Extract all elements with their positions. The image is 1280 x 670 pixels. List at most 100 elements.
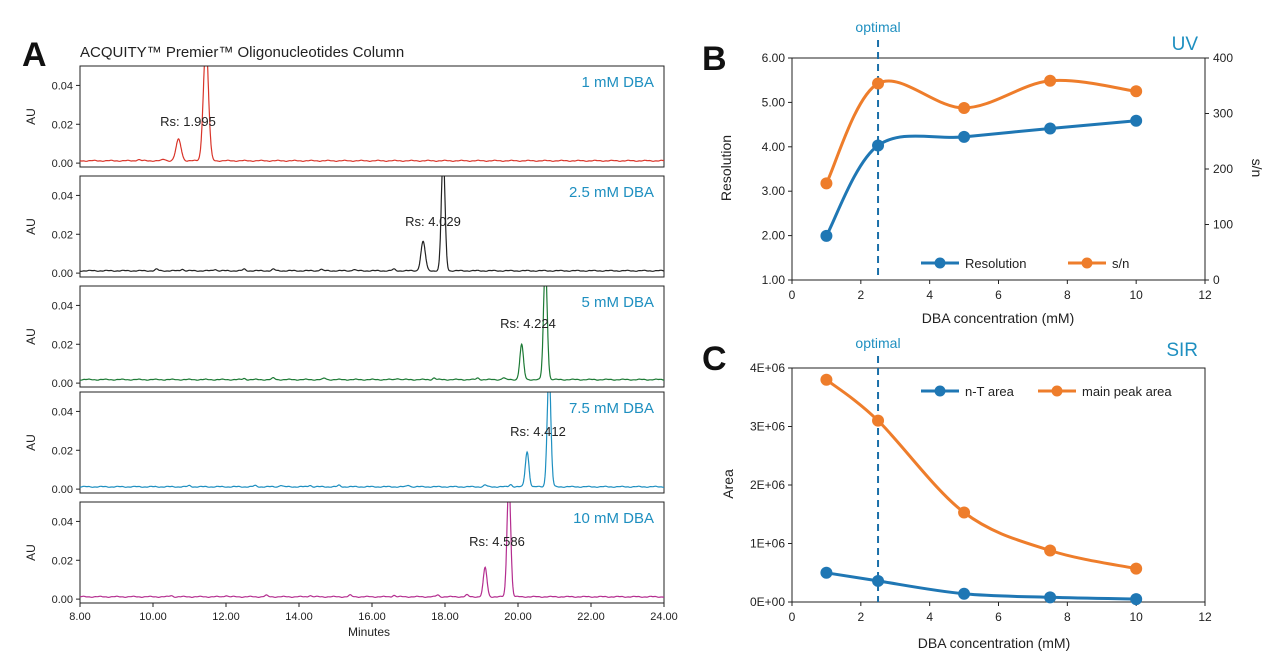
- y-tick-label: 0.04: [52, 80, 73, 92]
- legend-label: main peak area: [1082, 384, 1172, 399]
- x-tick-label: 10: [1129, 610, 1143, 624]
- data-point: [1130, 593, 1143, 606]
- trace-condition-label: 2.5 mM DBA: [569, 184, 654, 201]
- series-line: [825, 78, 1137, 185]
- x-tick-label: 18.00: [431, 611, 459, 623]
- resolution-annotation: Rs: 4.029: [405, 214, 461, 229]
- panel-label-b: B: [702, 40, 727, 78]
- x-tick-label: 8: [1064, 288, 1071, 302]
- y-tick-label: 5.00: [762, 95, 786, 109]
- y-tick-label: 6.00: [762, 51, 786, 65]
- chromatogram-trace: [80, 176, 664, 272]
- y-tick-label: 0.02: [52, 339, 73, 351]
- data-point: [1044, 122, 1057, 135]
- x-tick-label: 0: [789, 610, 796, 624]
- chromatogram-5: 0.00 0.02 0.04 AU 10 mM DBA Rs: 4.586: [24, 501, 665, 606]
- plot-frame: [791, 367, 1206, 603]
- y2-tick-label: 300: [1213, 107, 1233, 121]
- data-point: [1130, 114, 1143, 127]
- chromatogram-3: 0.00 0.02 0.04 AU 5 mM DBA Rs: 4.224: [24, 285, 665, 390]
- legend-label: n-T area: [965, 384, 1015, 399]
- resolution-annotation: Rs: 4.586: [469, 534, 525, 549]
- chromatogram-trace: [80, 66, 664, 163]
- trace-frame: [79, 285, 665, 388]
- x-tick-label: 14.00: [285, 611, 313, 623]
- au-y-label: AU: [24, 544, 38, 561]
- trace-frame: [79, 65, 665, 168]
- x-tick-label: 20.00: [504, 611, 532, 623]
- data-point: [1044, 544, 1057, 557]
- optimal-annotation-b: optimal: [855, 19, 900, 35]
- area-y-label: Area: [720, 469, 736, 499]
- resolution-annotation: Rs: 1.995: [160, 114, 216, 129]
- au-y-label: AU: [24, 218, 38, 235]
- y-tick-label: 1.00: [762, 273, 786, 287]
- legend-swatch-marker: [1051, 385, 1063, 397]
- y-tick-label: 2E+06: [750, 478, 785, 492]
- data-point: [820, 177, 833, 190]
- panel-b: B UV optimal 0 2 4 6 8 10 12 1.00 2.00 3.00 4.00 5.…: [702, 19, 1265, 326]
- b-x-label: DBA concentration (mM): [922, 310, 1075, 326]
- x-tick-label: 8: [1064, 610, 1071, 624]
- y-tick-label: 0.04: [52, 406, 73, 418]
- x-tick-label: 2: [857, 610, 864, 624]
- y-tick-label: 0.00: [52, 378, 73, 390]
- y-tick-label: 0.00: [52, 484, 73, 496]
- chromatogram-trace: [80, 502, 664, 599]
- data-point: [958, 130, 971, 143]
- legend-label: s/n: [1112, 256, 1129, 271]
- y2-tick-label: 400: [1213, 51, 1233, 65]
- data-point: [958, 101, 971, 114]
- x-tick-label: 4: [926, 610, 933, 624]
- y-tick-label: 2.00: [762, 229, 786, 243]
- data-point: [820, 566, 833, 579]
- series-line: [825, 378, 1137, 571]
- x-tick-label: 16.00: [358, 611, 386, 623]
- y-tick-label: 0.00: [52, 268, 73, 280]
- series-resolution: Resolution: [820, 114, 1143, 271]
- series-s-n: s/n: [820, 74, 1143, 271]
- data-point: [1044, 74, 1057, 87]
- x-tick-label: 2: [857, 288, 864, 302]
- y-tick-label: 1E+06: [750, 537, 785, 551]
- y-tick-label: 0.00: [52, 594, 73, 606]
- x-tick-label: 10: [1129, 288, 1143, 302]
- y-tick-label: 0.04: [52, 300, 73, 312]
- data-point: [958, 587, 971, 600]
- chromatogram-title: ACQUITY™ Premier™ Oligonucleotides Colum…: [80, 44, 404, 61]
- y2-tick-label: 100: [1213, 218, 1233, 232]
- y-tick-label: 3E+06: [750, 420, 785, 434]
- data-point: [820, 229, 833, 242]
- optimal-annotation-c: optimal: [855, 335, 900, 351]
- x-tick-label: 6: [995, 288, 1002, 302]
- sn-y-label: s/n: [1249, 159, 1265, 178]
- y-tick-label: 0E+00: [750, 595, 785, 609]
- x-tick-label: 12.00: [212, 611, 240, 623]
- y-tick-label: 0.02: [52, 119, 73, 131]
- series-n-t-area: n-T area: [820, 384, 1143, 606]
- chromatogram-1: 0.00 0.02 0.04 AU 1 mM DBA Rs: 1.995: [24, 65, 665, 170]
- chromatogram-x-axis: 8.00 10.00 12.00 14.00 16.00 18.00 20.00 22.00 2…: [69, 603, 678, 623]
- series-line: [826, 571, 1137, 601]
- trace-condition-label: 10 mM DBA: [573, 510, 654, 527]
- y-tick-label: 3.00: [762, 184, 786, 198]
- data-point: [820, 373, 833, 386]
- series-line: [825, 119, 1137, 237]
- chromatogram-trace: [80, 392, 664, 488]
- legend-swatch-marker: [934, 385, 946, 397]
- y-tick-label: 4.00: [762, 140, 786, 154]
- legend-swatch-marker: [1081, 257, 1093, 269]
- y-tick-label: 0.02: [52, 229, 73, 241]
- data-point: [958, 506, 971, 519]
- x-tick-label: 10.00: [139, 611, 167, 623]
- y-tick-label: 4E+06: [750, 361, 785, 375]
- chromatogram-x-label: Minutes: [348, 625, 390, 639]
- x-tick-label: 6: [995, 610, 1002, 624]
- x-tick-label: 24.00: [650, 611, 678, 623]
- y2-tick-label: 0: [1213, 273, 1220, 287]
- chromatogram-2: 0.00 0.02 0.04 AU 2.5 mM DBA Rs: 4.029: [24, 175, 665, 280]
- trace-frame: [79, 175, 665, 278]
